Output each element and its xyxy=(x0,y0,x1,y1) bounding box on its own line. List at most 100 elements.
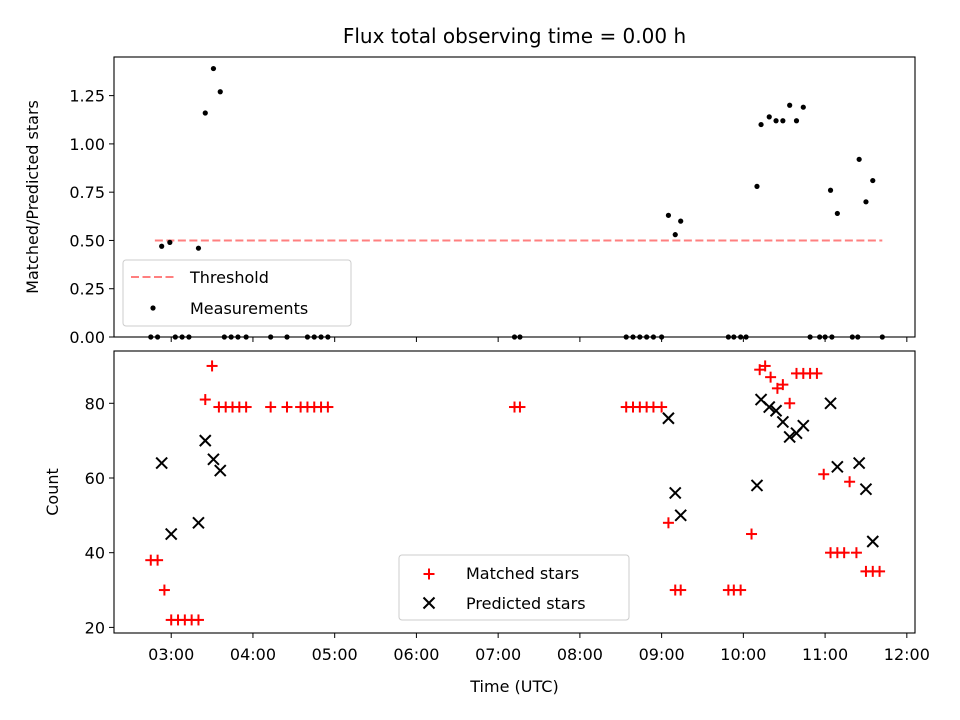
bottom-ytick-label: 40 xyxy=(85,544,105,563)
matched-star-marker xyxy=(777,379,789,391)
xtick-label: 10:00 xyxy=(720,645,766,664)
measurement-point xyxy=(856,156,862,162)
predicted-star-marker xyxy=(674,509,687,522)
top-ytick-label: 0.50 xyxy=(69,231,105,250)
xtick-label: 08:00 xyxy=(557,645,603,664)
matched-star-marker xyxy=(818,468,830,480)
matched-star-marker xyxy=(675,584,687,596)
predicted-star-marker xyxy=(859,482,873,496)
predicted-star-marker xyxy=(662,412,675,425)
matched-star-marker xyxy=(811,367,823,379)
predicted-star-marker xyxy=(824,397,837,410)
predicted-star-marker xyxy=(797,419,810,432)
bottom-ytick-label: 60 xyxy=(85,469,105,488)
predicted-star-marker xyxy=(831,460,844,473)
bottom-panel: 20 40 60 80 Count Matched stars Predicted star… xyxy=(43,350,916,637)
matched-star-marker xyxy=(784,397,796,409)
measurement-point xyxy=(773,118,779,124)
matched-star-marker xyxy=(662,517,674,529)
top-legend-box xyxy=(122,259,352,327)
top-ytick-label: 1.25 xyxy=(69,87,105,106)
matched-star-marker xyxy=(656,401,668,413)
measurement-point xyxy=(672,232,678,238)
bottom-legend: Matched stars Predicted stars xyxy=(398,554,630,621)
matched-star-marker xyxy=(322,401,334,413)
legend-measurements-label: Measurements xyxy=(190,299,308,318)
matched-star-marker xyxy=(152,554,164,566)
legend-measurements-swatch xyxy=(150,305,156,311)
xlabel: Time (UTC) xyxy=(469,677,558,696)
xtick-label: 04:00 xyxy=(230,645,276,664)
measurement-point xyxy=(870,177,876,184)
matched-star-marker xyxy=(281,401,293,413)
top-ytick-label: 1.00 xyxy=(69,135,105,154)
predicted-star-marker xyxy=(199,434,212,447)
xtick-label: 12:00 xyxy=(884,645,930,664)
measurement-point xyxy=(863,199,869,205)
matched-star-marker xyxy=(765,371,777,383)
matched-star-marker xyxy=(240,401,252,413)
legend-predicted-swatch xyxy=(422,596,436,610)
matched-star-marker xyxy=(265,401,277,413)
top-ytick-label: 0.25 xyxy=(69,280,105,299)
measurement-point xyxy=(678,218,684,224)
predicted-star-marker xyxy=(165,527,178,541)
predicted-star-marker xyxy=(214,464,227,477)
measurement-point xyxy=(758,121,764,128)
measurement-point xyxy=(834,210,840,217)
top-ytick-label: 0.75 xyxy=(69,183,105,202)
measurement-point xyxy=(167,239,173,245)
measurement-point xyxy=(800,104,806,110)
matched-star-marker xyxy=(850,547,862,559)
matched-star-marker xyxy=(874,565,886,577)
bottom-legend-box xyxy=(398,554,630,621)
matched-star-marker xyxy=(746,528,758,540)
matched-star-marker xyxy=(735,584,747,596)
measurement-point xyxy=(754,183,760,189)
xtick-label: 07:00 xyxy=(475,645,521,664)
top-ytick-label: 0.00 xyxy=(69,328,105,347)
top-panel: 0.00 0.25 0.50 0.75 1.00 1.25 Matched/Predicte… xyxy=(23,56,916,347)
predicted-star-marker xyxy=(750,479,764,492)
xtick-label: 06:00 xyxy=(393,645,439,664)
predicted-star-marker xyxy=(783,430,796,444)
bottom-ytick-label: 20 xyxy=(85,618,105,637)
legend-matched-label: Matched stars xyxy=(466,564,579,583)
predicted-star-marker xyxy=(155,456,168,470)
xtick-label: 03:00 xyxy=(148,645,194,664)
matched-star-marker xyxy=(844,476,856,488)
shared-x-axis: 03:00 04:00 05:00 06:00 07:00 08:00 09:00 10:00… xyxy=(148,633,930,696)
measurement-point xyxy=(787,102,793,108)
xtick-label: 11:00 xyxy=(802,645,848,664)
matched-star-marker xyxy=(206,360,218,372)
top-axes-frame xyxy=(113,56,916,338)
matched-star-marker xyxy=(199,394,211,406)
matched-star-marker xyxy=(759,360,771,372)
predicted-star-marker xyxy=(192,516,205,530)
chart-title: Flux total observing time = 0.00 h xyxy=(343,24,686,48)
matched-star-marker xyxy=(192,614,204,626)
bottom-axes-frame xyxy=(113,350,916,634)
matched-star-marker xyxy=(514,401,526,413)
predicted-star-marker xyxy=(852,456,866,470)
xtick-label: 05:00 xyxy=(312,645,358,664)
predicted-star-marker xyxy=(669,486,682,500)
matched-star-marker xyxy=(158,584,170,596)
measurement-point xyxy=(195,245,202,251)
top-legend: Threshold Measurements xyxy=(122,259,352,327)
xtick-label: 09:00 xyxy=(639,645,685,664)
predicted-star-marker xyxy=(769,404,783,417)
measurement-point xyxy=(766,114,772,120)
predicted-star-marker xyxy=(763,400,776,414)
measurement-point xyxy=(217,89,223,95)
matched-star-marker xyxy=(838,547,850,559)
legend-matched-swatch xyxy=(423,568,435,580)
measurement-point xyxy=(780,118,786,124)
legend-predicted-label: Predicted stars xyxy=(466,594,586,613)
bottom-ylabel: Count xyxy=(43,468,62,516)
measurement-point xyxy=(202,110,208,116)
predicted-star-marker xyxy=(866,535,879,548)
bottom-ytick-label: 80 xyxy=(85,394,105,413)
predicted-star-marker xyxy=(776,415,790,429)
